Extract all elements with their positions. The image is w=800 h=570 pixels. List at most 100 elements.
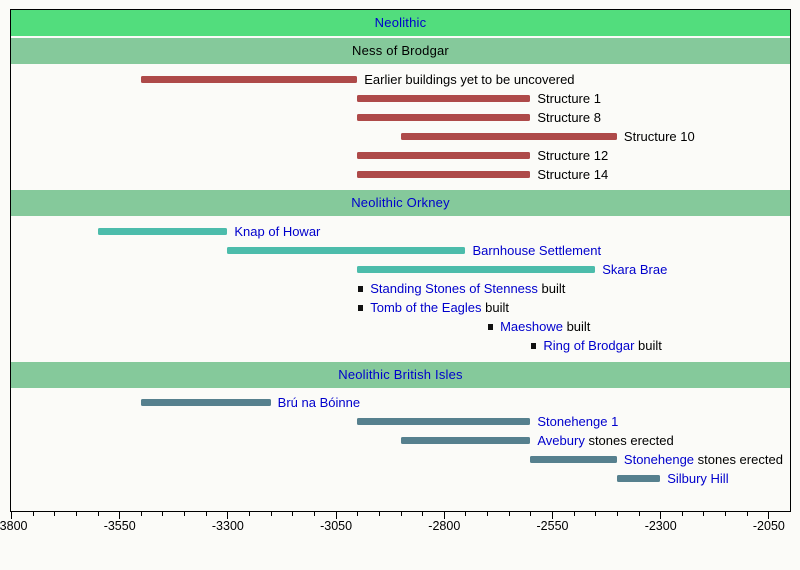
- axis-tick-label: -2800: [428, 519, 461, 533]
- axis-major-tick: [227, 512, 229, 519]
- bar-label: Silbury Hill: [667, 471, 728, 486]
- bar-label-suffix: built: [634, 338, 662, 353]
- chart-title-band: Neolithic: [11, 10, 790, 36]
- axis-minor-tick: [54, 512, 56, 516]
- axis-minor-tick: [681, 512, 683, 516]
- chart-title: Neolithic: [374, 15, 427, 30]
- bar-label-name: Skara Brae: [602, 262, 668, 277]
- timeline-bar: [357, 95, 531, 102]
- axis-minor-tick: [97, 512, 99, 516]
- bar-label: Barnhouse Settlement: [472, 243, 601, 258]
- timeline-bar: [357, 418, 531, 425]
- bar-label-suffix: built: [537, 281, 566, 296]
- event-marker: [358, 285, 364, 292]
- axis-minor-tick: [32, 512, 34, 516]
- timeline-bar: [227, 247, 466, 254]
- axis-tick-label: -2300: [644, 519, 677, 533]
- timeline-bar: [357, 152, 531, 159]
- axis-minor-tick: [465, 512, 467, 516]
- timeline-bar: [357, 114, 531, 121]
- timeline-bar: [140, 76, 358, 83]
- axis-minor-tick: [162, 512, 164, 516]
- axis-minor-tick: [746, 512, 748, 516]
- bar-label-name: Barnhouse Settlement: [472, 243, 602, 258]
- bar-label: Skara Brae: [602, 262, 667, 277]
- axis-minor-tick: [595, 512, 597, 516]
- axis-minor-tick: [313, 512, 315, 516]
- axis-minor-tick: [249, 512, 251, 516]
- bar-label: Structure 8: [537, 110, 601, 125]
- bar-label: Structure 12: [537, 148, 608, 163]
- bar-label-name: Structure 10: [623, 129, 695, 144]
- axis-major-tick: [660, 512, 662, 519]
- bar-label: Avebury stones erected: [537, 433, 673, 448]
- axis-major-tick: [443, 512, 445, 519]
- timeline-bar: [357, 171, 531, 178]
- bar-label: Standing Stones of Stenness built: [370, 281, 565, 296]
- timeline-bar: [357, 266, 596, 273]
- axis-minor-tick: [184, 512, 186, 516]
- axis-tick-label: -3550: [103, 519, 136, 533]
- axis-minor-tick: [205, 512, 207, 516]
- bar-label-name: Structure 1: [537, 91, 601, 106]
- axis-minor-tick: [270, 512, 272, 516]
- bar-label: Structure 10: [624, 129, 695, 144]
- axis-major-tick: [552, 512, 553, 519]
- axis-minor-tick: [357, 512, 359, 516]
- axis-minor-tick: [725, 512, 727, 516]
- section-header-neolithic-orkney: Neolithic Orkney: [11, 190, 790, 216]
- bar-label-name: Structure 14: [537, 167, 609, 182]
- axis-minor-tick: [422, 512, 424, 516]
- bar-label: Brú na Bóinne: [278, 395, 360, 410]
- timeline-bar: [616, 475, 661, 482]
- bar-label: Earlier buildings yet to be uncovered: [364, 72, 574, 87]
- bar-label-suffix: stones erected: [694, 452, 783, 467]
- bar-label: Stonehenge stones erected: [624, 452, 783, 467]
- axis-minor-tick: [292, 512, 294, 516]
- section-header-label: Ness of Brodgar: [352, 43, 449, 58]
- section-header-neolithic-british-isles: Neolithic British Isles: [11, 362, 790, 388]
- axis-minor-tick: [75, 512, 77, 516]
- bar-label-name: Ring of Brodgar: [543, 338, 635, 353]
- event-marker: [358, 304, 364, 311]
- bar-label-name: Silbury Hill: [667, 471, 729, 486]
- axis-major-tick: [768, 512, 770, 519]
- axis-minor-tick: [487, 512, 489, 516]
- bar-label-name: Structure 12: [537, 148, 609, 163]
- bar-label-name: Maeshowe: [500, 319, 563, 334]
- bar-label-name: Stonehenge 1: [537, 414, 619, 429]
- axis-minor-tick: [508, 512, 510, 516]
- axis-major-tick: [11, 512, 12, 519]
- event-marker: [488, 323, 494, 330]
- bar-label: Maeshowe built: [500, 319, 590, 334]
- timeline-bar: [140, 399, 271, 406]
- plot-inner: Neolithic Ness of Brodgar Neolithic Orkn…: [11, 10, 790, 511]
- axis-minor-tick: [703, 512, 705, 516]
- timeline-bar: [97, 228, 228, 235]
- axis-tick-label: -3300: [211, 519, 244, 533]
- timeline-bar: [400, 133, 617, 140]
- timeline-bar: [400, 437, 531, 444]
- bar-label: Structure 1: [537, 91, 601, 106]
- bar-label-name: Tomb of the Eagles: [370, 300, 482, 315]
- axis-minor-tick: [530, 512, 532, 516]
- timeline-bar: [530, 456, 617, 463]
- bar-label: Stonehenge 1: [537, 414, 618, 429]
- axis-tick-label: -3050: [320, 519, 353, 533]
- axis-tick-label: -2050: [752, 519, 785, 533]
- bar-label-name: Avebury: [537, 433, 585, 448]
- bar-label-suffix: stones erected: [584, 433, 674, 448]
- bar-label-name: Earlier buildings yet to be uncovered: [364, 72, 575, 87]
- axis-minor-tick: [400, 512, 402, 516]
- axis-minor-tick: [140, 512, 142, 516]
- bar-label-name: Structure 8: [537, 110, 601, 125]
- bar-label-name: Knap of Howar: [234, 224, 321, 239]
- section-header-label: Neolithic Orkney: [351, 195, 450, 210]
- bar-label-name: Stonehenge: [623, 452, 695, 467]
- bar-label: Structure 14: [537, 167, 608, 182]
- axis-tick-label: -3800: [0, 519, 28, 533]
- section-header-label: Neolithic British Isles: [338, 367, 463, 382]
- axis-major-tick: [335, 512, 337, 519]
- bar-label-suffix: built: [562, 319, 591, 334]
